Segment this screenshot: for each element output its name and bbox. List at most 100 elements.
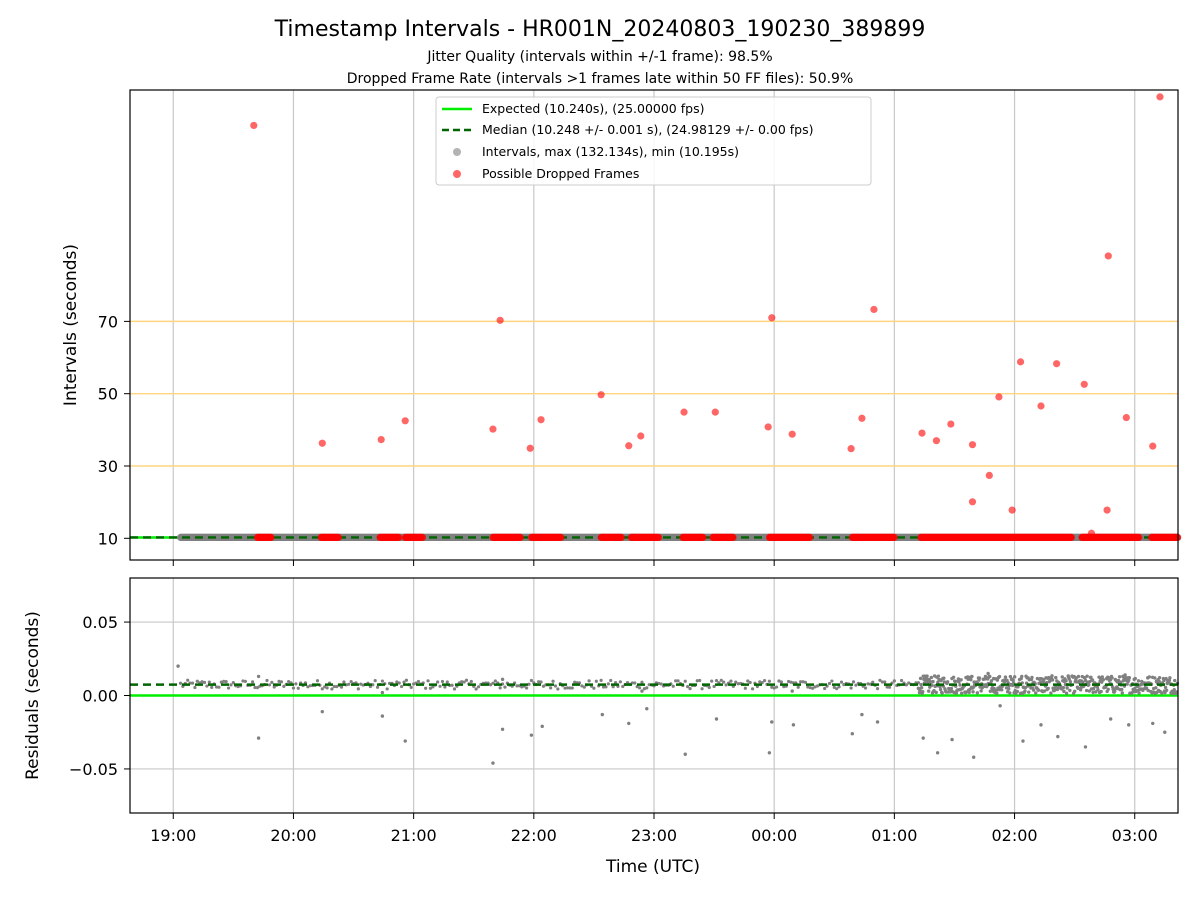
residual-point	[966, 677, 970, 681]
dropped-frame-point	[680, 408, 688, 416]
residual-point	[633, 681, 637, 685]
residual-point	[951, 675, 956, 679]
residual-point	[529, 733, 534, 737]
residual-point	[719, 678, 723, 682]
residual-point	[1151, 721, 1155, 726]
residual-point	[476, 685, 481, 689]
dropped-frame-point	[847, 445, 855, 453]
legend-swatch-dropped	[453, 170, 461, 178]
residual-point	[1076, 686, 1080, 691]
residual-point	[1095, 685, 1100, 689]
residual-point	[1106, 687, 1110, 692]
residual-point	[488, 683, 493, 687]
residual-point	[1094, 690, 1098, 694]
residual-point	[919, 683, 923, 687]
residual-point	[698, 678, 702, 683]
dropped-frame-point	[729, 533, 737, 542]
residual-point	[551, 679, 555, 683]
residual-point	[842, 683, 846, 687]
residual-point	[527, 682, 531, 686]
intervals-plot-area	[130, 93, 1182, 542]
residual-point	[921, 736, 925, 740]
residual-point	[907, 681, 911, 685]
residuals-y-axis-label: Residuals (seconds)	[23, 611, 43, 780]
residual-point	[748, 680, 752, 685]
residual-point	[1108, 717, 1113, 721]
residual-point	[767, 679, 771, 683]
residual-point	[277, 679, 281, 683]
residual-point	[767, 751, 772, 755]
residual-point	[686, 685, 690, 689]
dropped-frame-point	[1104, 252, 1112, 260]
dropped-frame-point	[890, 533, 898, 542]
residual-point	[883, 680, 887, 684]
dropped-frame-point	[489, 425, 497, 433]
residual-point	[959, 678, 963, 682]
residual-point	[779, 680, 783, 684]
residual-point	[397, 681, 401, 685]
dropped-frame-point	[1037, 402, 1045, 410]
residual-point	[270, 680, 274, 684]
residual-point	[887, 685, 892, 689]
residual-point	[1133, 676, 1137, 681]
residual-point	[229, 683, 233, 687]
residual-point	[1136, 679, 1141, 683]
residual-point	[959, 691, 964, 695]
residual-point	[356, 687, 360, 691]
residual-point	[1031, 688, 1036, 692]
residual-point	[474, 687, 478, 691]
residual-point	[1007, 687, 1011, 691]
dropped-frame-point	[870, 305, 878, 314]
residual-point	[428, 686, 433, 690]
residual-point	[1113, 689, 1117, 693]
residual-point	[975, 691, 980, 695]
dropped-frame-point	[1122, 413, 1130, 422]
residual-point	[403, 739, 407, 743]
chart-title: Timestamp Intervals - HR001N_20240803_19…	[274, 17, 926, 42]
residual-point	[935, 751, 940, 755]
residual-point	[695, 679, 699, 683]
residual-point	[1168, 676, 1172, 680]
residual-point	[936, 680, 940, 685]
residual-point	[176, 664, 180, 668]
dropped-frame-point	[516, 533, 524, 542]
residual-point	[200, 680, 204, 684]
residual-point	[1034, 691, 1038, 695]
residual-point	[493, 679, 497, 683]
residual-point	[606, 682, 610, 686]
dropped-frame-point	[557, 533, 565, 542]
dropped-frame-point	[377, 436, 385, 444]
residual-point	[565, 686, 570, 690]
residual-point	[1085, 674, 1089, 678]
residual-point	[202, 680, 207, 685]
residual-point	[1008, 691, 1012, 695]
residual-point	[1084, 688, 1089, 693]
residual-point	[837, 685, 841, 689]
residual-point	[214, 685, 219, 689]
residual-point	[568, 686, 572, 690]
residual-point	[854, 683, 858, 687]
residual-point	[892, 679, 896, 683]
residual-point	[243, 679, 247, 683]
residual-point	[659, 682, 663, 686]
residual-point	[380, 690, 385, 695]
residual-point	[464, 678, 469, 682]
residual-point	[380, 679, 384, 683]
residual-point	[609, 678, 613, 683]
residual-point	[1091, 686, 1096, 691]
residual-point	[645, 686, 649, 690]
residual-point	[1020, 674, 1024, 679]
residual-point	[743, 686, 747, 690]
residual-point	[287, 679, 291, 684]
residual-point	[803, 680, 808, 684]
residual-point	[1101, 677, 1106, 682]
residual-point	[582, 685, 586, 689]
residual-point	[875, 687, 880, 691]
dropped-frame-point	[1149, 442, 1157, 450]
residual-point	[734, 680, 738, 684]
legend-label-median: Median (10.248 +/- 0.001 s), (24.98129 +…	[482, 122, 813, 137]
residual-point	[1073, 689, 1077, 693]
residual-point	[671, 684, 675, 688]
residual-point	[1068, 688, 1072, 693]
